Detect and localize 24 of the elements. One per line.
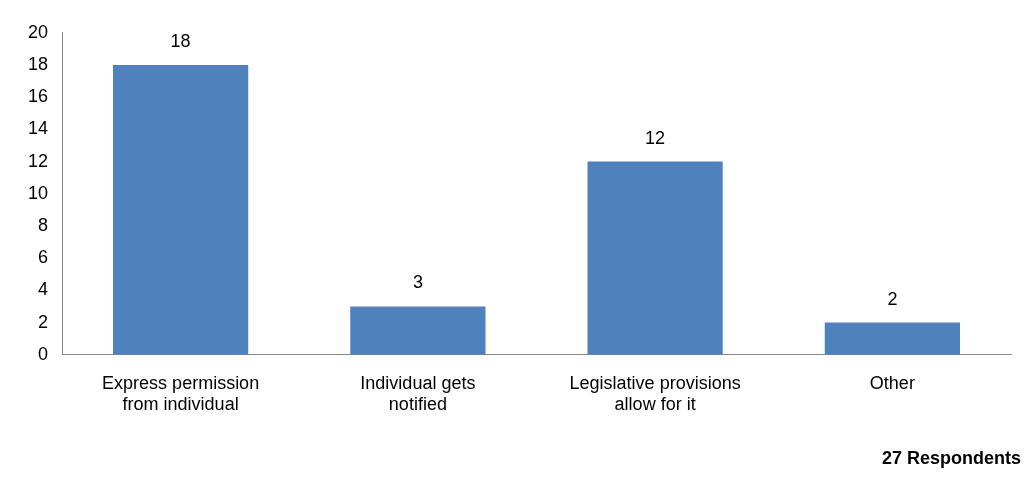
bar [113, 65, 249, 355]
y-tick-label: 0 [37, 343, 48, 364]
x-tick-label: Legislative provisions allow for it [569, 372, 741, 415]
x-tick-label: Express permission from individual [102, 372, 260, 415]
x-tick-label: Other [869, 372, 915, 393]
text: 27 Respondents [881, 447, 1021, 468]
y-tick-label: 10 [27, 182, 48, 203]
x-tick-label: Individual gets notified [360, 372, 476, 415]
y-tick-label: 20 [27, 21, 48, 42]
y-tick-label: 2 [37, 311, 48, 332]
bar [824, 322, 960, 355]
y-tick-label: 14 [27, 118, 48, 139]
data-label: 18 [170, 30, 191, 51]
y-tick-label: 18 [27, 53, 48, 74]
y-tick-label: 12 [27, 150, 48, 171]
data-label: 2 [887, 288, 898, 309]
y-tick-label: 4 [37, 279, 48, 300]
y-tick-label: 16 [27, 86, 48, 107]
y-tick-label: 8 [37, 214, 48, 235]
data-label: 12 [645, 127, 666, 148]
y-tick-label: 6 [37, 247, 48, 268]
bar [587, 161, 723, 355]
data-label: 3 [412, 272, 423, 293]
bar [350, 306, 486, 355]
